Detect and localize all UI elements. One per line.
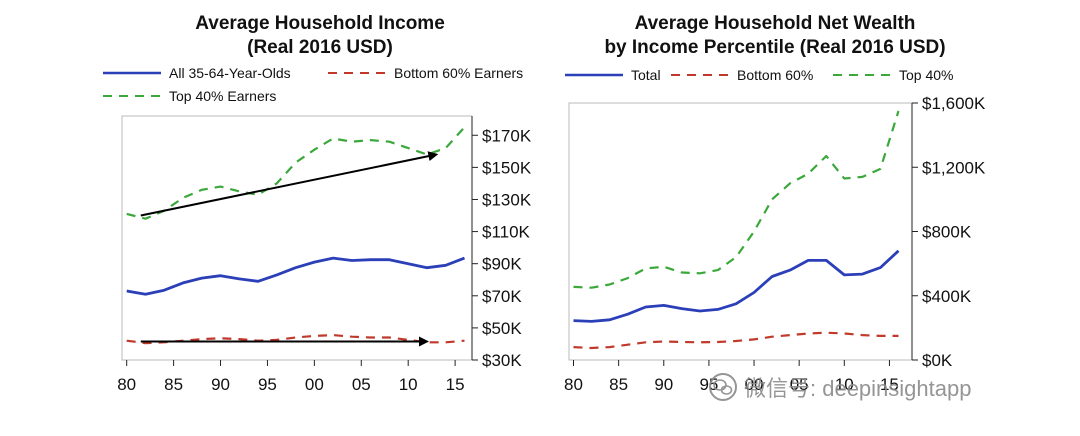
income-chart: $30K $50K $70K $90K $110K $130K $150K $170K 80 85… <box>117 115 532 394</box>
wealth-legend-swatch-top <box>833 74 891 76</box>
wealth-legend-bottom: Bottom 60% <box>671 67 813 83</box>
wealth-legend-top-label: Top 40% <box>899 67 954 83</box>
wealth-chart: $0K $400K $800K $1,200K $1,600K 80 85 90 95 00 05 1… <box>564 94 986 394</box>
wealth-x-tick-label: 95 <box>699 375 718 394</box>
wealth-legend-bottom-label: Bottom 60% <box>737 67 814 83</box>
wealth-y-tick-label: $400K <box>922 287 972 306</box>
watermark: 微信号: deepinsightapp <box>708 370 971 404</box>
income-plot-frame <box>121 115 472 361</box>
wealth-x-tick-label: 85 <box>609 375 628 394</box>
wealth-x-tick-label: 15 <box>880 375 899 394</box>
wealth-x-tick-label: 00 <box>745 375 764 394</box>
wealth-plot-frame <box>568 102 912 361</box>
income-y-tick-label: $70K <box>482 287 522 306</box>
wealth-y-tick-label: $800K <box>922 223 972 242</box>
wealth-series-line <box>573 249 900 323</box>
income-legend-all: All 35-64-Year-Olds <box>103 65 291 81</box>
wealth-legend-top: Top 40% <box>833 67 953 83</box>
income-x-tick-label: 95 <box>258 375 277 394</box>
income-title-line2: (Real 2016 USD) <box>247 37 393 58</box>
wealth-legend-swatch-total <box>565 73 623 77</box>
income-legend-bottom: Bottom 60% Earners <box>328 65 523 81</box>
income-y-tick-label: $170K <box>482 126 532 145</box>
income-legend-top: Top 40% Earners <box>103 88 276 104</box>
income-series-line <box>126 126 466 220</box>
income-x-tick-label: 10 <box>399 375 418 394</box>
wealth-x-tick-label: 80 <box>564 375 583 394</box>
income-y-tick-label: $50K <box>482 319 522 338</box>
income-legend-top-label: Top 40% Earners <box>169 88 277 104</box>
income-title-line1: Average Household Income <box>195 13 445 34</box>
income-x-tick-label: 90 <box>211 375 230 394</box>
income-legend-swatch-bottom <box>328 72 386 74</box>
wealth-panel: Average Household Net Wealth by Income P… <box>545 0 1080 436</box>
wealth-legend-swatch-bottom <box>671 74 729 76</box>
income-panel: Average Household Income (Real 2016 USD)… <box>100 12 540 394</box>
income-y-tick-label: $110K <box>482 223 531 242</box>
wealth-x-tick-label: 90 <box>654 375 673 394</box>
wealth-x-tick-label: 05 <box>790 375 809 394</box>
income-y-tick-label: $30K <box>482 351 522 370</box>
income-x-tick-label: 00 <box>305 375 324 394</box>
wealth-series-line <box>573 110 900 289</box>
wealth-legend-total: Total <box>565 67 661 83</box>
wealth-y-tick-label: $1,200K <box>922 158 986 177</box>
income-legend-swatch-top <box>103 95 161 97</box>
income-y-tick-label: $130K <box>482 190 532 209</box>
wealth-title-line2: by Income Percentile (Real 2016 USD) <box>604 37 946 58</box>
wealth-legend-total-label: Total <box>631 67 661 83</box>
wealth-series-line <box>573 331 899 350</box>
income-legend-all-label: All 35-64-Year-Olds <box>169 65 291 81</box>
income-y-tick-label: $150K <box>482 158 532 177</box>
watermark-text: 微信号: deepinsightapp <box>744 376 972 401</box>
income-legend-bottom-label: Bottom 60% Earners <box>394 65 524 81</box>
income-x-tick-label: 85 <box>164 375 183 394</box>
wealth-y-tick-label: $1,600K <box>922 94 986 113</box>
wealth-x-tick-label: 10 <box>835 375 854 394</box>
wealth-y-tick-label: $0K <box>922 351 953 370</box>
income-x-tick-label: 15 <box>446 375 465 394</box>
income-trend-arrow <box>140 151 439 217</box>
income-x-tick-label: 80 <box>117 375 136 394</box>
income-y-tick-label: $90K <box>482 255 522 274</box>
income-legend-swatch-all <box>103 71 161 75</box>
wealth-title-line1: Average Household Net Wealth <box>634 13 916 34</box>
income-chart-title: Average Household Income (Real 2016 USD) <box>100 12 540 60</box>
income-x-tick-label: 05 <box>352 375 371 394</box>
income-series-line <box>126 256 466 296</box>
wechat-icon <box>709 373 737 401</box>
wealth-chart-title: Average Household Net Wealth by Income P… <box>555 12 995 60</box>
